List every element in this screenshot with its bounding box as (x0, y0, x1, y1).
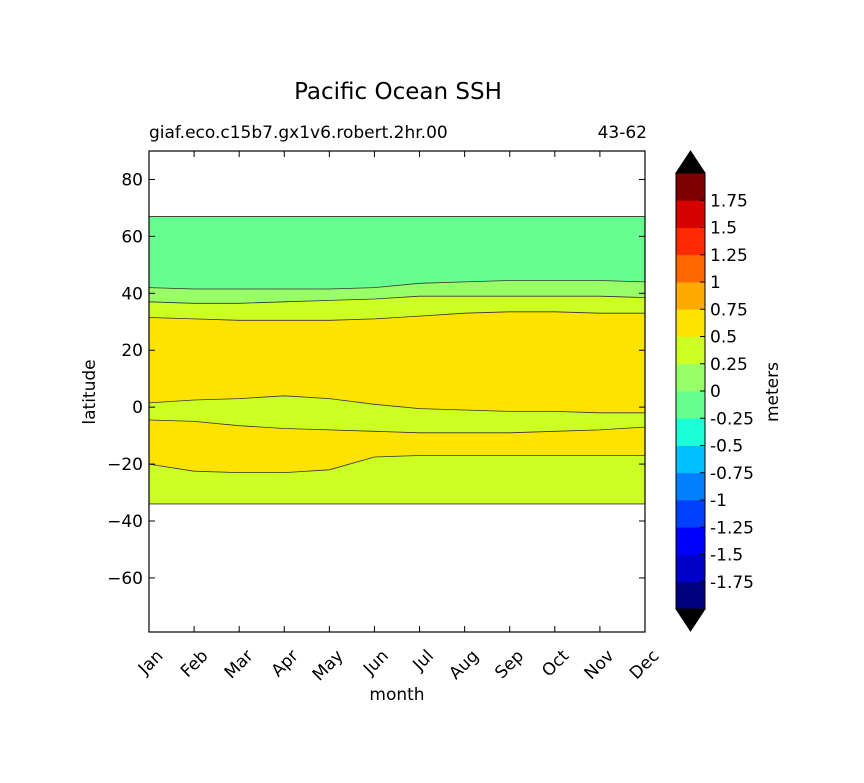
x-axis-label: month (369, 685, 424, 705)
x-tick-label: Dec (626, 646, 663, 683)
colorbar-extend-under (675, 608, 706, 632)
colorbar-tick-label: -1.5 (710, 546, 743, 566)
colorbar-tick-label: 1.75 (710, 191, 748, 211)
colorbar-segment (676, 500, 705, 528)
region-05-075-south (149, 420, 645, 473)
y-tick-label: 0 (132, 398, 143, 418)
colorbar-segment (676, 309, 705, 337)
colorbar-tick-label: -1.25 (710, 518, 754, 538)
colorbar-segment (676, 282, 705, 310)
contour-line-0 (148, 295, 646, 304)
x-tick-label: Sep (491, 646, 528, 683)
colorbar-tick-label: -0.5 (710, 437, 743, 457)
y-tick-label: 40 (121, 284, 143, 304)
y-axis: 80 60 40 20 0 −20 −40 −60 (107, 170, 645, 589)
x-tick-label: Feb (177, 646, 212, 681)
colorbar-tick-label: 0.25 (710, 355, 748, 375)
colorbar-segment (676, 254, 705, 283)
x-tick-label: Jun (359, 646, 393, 680)
colorbar-segment (676, 173, 705, 201)
colorbar-tick-label: -1 (710, 491, 727, 511)
colorbar: 1.75 1.5 1.25 1 0.75 0.5 0.25 0 -0.25 -0.5 -0.75 -1… (675, 150, 754, 632)
plot-frame (148, 150, 646, 633)
y-tick-label: −60 (107, 569, 143, 589)
y-tick-label: −40 (107, 512, 143, 532)
colorbar-tick-label: 0.75 (710, 300, 748, 320)
y-tick-label: −20 (107, 455, 143, 475)
region-0-025 (149, 280, 645, 304)
x-tick-label: Jul (409, 646, 438, 675)
colorbar-segment (676, 391, 705, 419)
x-tick-label: Nov (581, 646, 619, 684)
contour-fills (149, 216, 645, 504)
y-tick-label: 20 (121, 341, 143, 361)
colorbar-segment (676, 472, 705, 501)
y-tick-label: 60 (121, 227, 143, 247)
colorbar-segment (676, 227, 705, 256)
contour-line-05-north (148, 311, 645, 321)
x-tick-label: Jan (134, 646, 167, 679)
colorbar-segment (676, 418, 705, 446)
colorbar-segment (676, 581, 705, 610)
region-m025-0 (149, 216, 645, 289)
colorbar-segment (676, 200, 705, 228)
colorbar-extend-over (675, 150, 706, 174)
colorbar-segment (676, 527, 705, 555)
colorbar-segment (676, 336, 705, 365)
region-05-075-north (149, 311, 645, 413)
x-tick-label: Apr (268, 646, 303, 681)
x-tick-label: May (309, 646, 348, 685)
contour-line-05-equator (148, 395, 645, 414)
colorbar-label: meters (763, 362, 783, 422)
colorbar-segment (676, 554, 705, 583)
y-axis-label: latitude (80, 359, 100, 424)
contour-line-05-south-upper (148, 419, 646, 434)
colorbar-tick-label: -0.25 (710, 409, 754, 429)
colorbar-segment (676, 445, 705, 474)
contour-lines (148, 216, 646, 505)
colorbar-tick-label: -0.75 (710, 464, 754, 484)
x-tick-label: Aug (445, 646, 483, 684)
chart-subtitle-right: 43-62 (598, 123, 647, 143)
colorbar-tick-label: 1 (710, 273, 721, 293)
contour-line-05-south-lower (148, 455, 645, 473)
chart-title: Pacific Ocean SSH (294, 79, 502, 105)
colorbar-segment (676, 363, 705, 392)
y-tick-label: 80 (121, 170, 143, 190)
x-tick-label: Mar (221, 646, 258, 683)
colorbar-tick-label: 0.5 (710, 328, 737, 348)
contour-line-m025 (148, 280, 646, 290)
colorbar-tick-label: -1.75 (710, 573, 754, 593)
x-tick-label: Oct (538, 646, 573, 681)
colorbar-tick-label: 1.25 (710, 246, 748, 266)
colorbar-tick-label: 0 (710, 382, 721, 402)
chart-subtitle-left: giaf.eco.c15b7.gx1v6.robert.2hr.00 (149, 123, 448, 143)
colorbar-tick-label: 1.5 (710, 219, 737, 239)
